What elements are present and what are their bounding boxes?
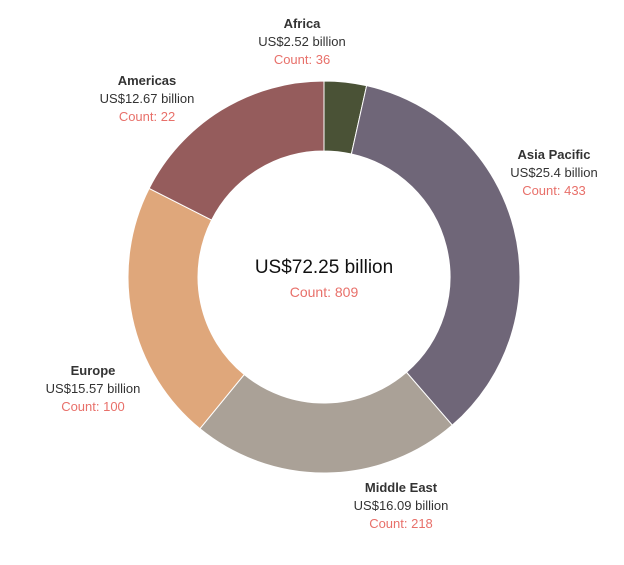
- slice-label-amount: US$2.52 billion: [258, 34, 346, 49]
- center-summary: US$72.25 billion Count: 809: [224, 256, 424, 302]
- label-africa: Africa US$2.52 billion Count: 36: [240, 15, 364, 69]
- slice-middle-east: [199, 371, 453, 474]
- slice-label-region: Europe: [70, 363, 116, 378]
- label-europe: Europe US$15.57 billion Count: 100: [28, 362, 158, 416]
- label-americas: Americas US$12.67 billion Count: 22: [82, 72, 212, 126]
- slice-label-region: Asia Pacific: [517, 147, 591, 162]
- slice-label-amount: US$12.67 billion: [99, 91, 195, 106]
- slice-asia-pacific: [350, 85, 521, 426]
- label-middle-east: Middle East US$16.09 billion Count: 218: [336, 479, 466, 533]
- slice-label-amount: US$16.09 billion: [353, 498, 449, 513]
- slice-americas: [148, 80, 325, 221]
- slice-label-count: Count: 100: [61, 399, 125, 414]
- donut-slices: [127, 80, 521, 474]
- slice-label-amount: US$25.4 billion: [510, 165, 598, 180]
- slice-label-count: Count: 218: [369, 516, 433, 531]
- slice-label-count: Count: 36: [273, 52, 331, 67]
- slice-label-amount: US$15.57 billion: [45, 381, 141, 396]
- label-asia-pacific: Asia Pacific US$25.4 billion Count: 433: [494, 146, 614, 200]
- slice-label-count: Count: 22: [118, 109, 176, 124]
- center-total: US$72.25 billion: [254, 257, 394, 278]
- slice-label-region: Americas: [117, 73, 177, 88]
- center-count: Count: 809: [289, 284, 359, 300]
- slice-label-count: Count: 433: [522, 183, 586, 198]
- slice-label-region: Middle East: [364, 480, 438, 495]
- slice-label-region: Africa: [283, 16, 321, 31]
